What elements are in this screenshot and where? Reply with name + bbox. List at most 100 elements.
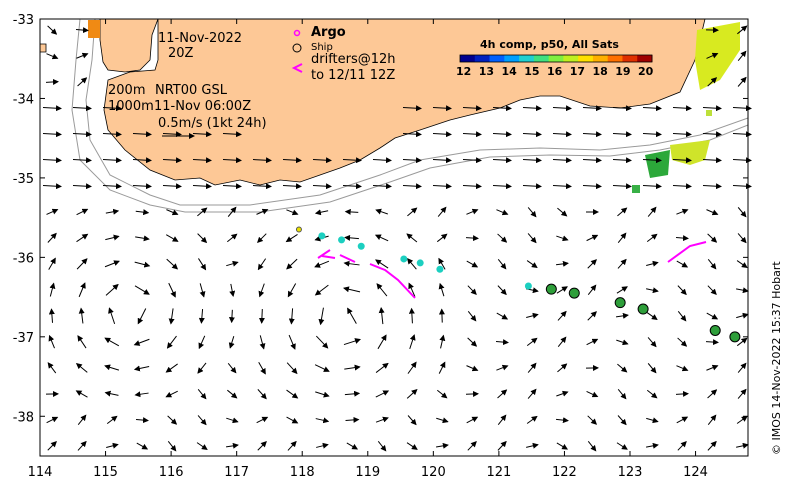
current-arrow — [702, 131, 722, 138]
current-arrow — [462, 157, 482, 164]
current-arrow — [42, 157, 62, 164]
current-arrow — [377, 334, 387, 350]
current-arrow — [316, 442, 329, 449]
colorbar-swatch — [474, 55, 491, 62]
current-arrow — [587, 311, 597, 321]
current-arrow — [582, 183, 602, 190]
current-arrow — [197, 415, 207, 426]
colorbar-title: 4h comp, p50, All Sats — [480, 38, 619, 51]
current-arrow — [702, 157, 722, 164]
current-arrow — [675, 235, 689, 242]
current-arrow — [406, 442, 418, 450]
current-arrow — [134, 261, 151, 268]
current-arrow — [672, 105, 692, 112]
current-arrow — [467, 310, 477, 322]
current-arrow — [227, 206, 237, 217]
drifter-marker — [524, 282, 532, 290]
current-arrow — [314, 284, 329, 296]
current-arrow — [375, 259, 389, 269]
current-arrow — [49, 282, 56, 297]
current-arrow — [432, 131, 452, 138]
current-arrow — [287, 440, 297, 451]
current-arrow — [197, 233, 208, 244]
x-tick-label: 120 — [421, 465, 446, 480]
current-arrow — [102, 183, 122, 190]
colorbar-label: 15 — [524, 65, 540, 78]
current-arrow — [167, 440, 177, 452]
current-arrow — [466, 260, 479, 268]
current-arrow — [702, 105, 722, 112]
current-arrow — [226, 260, 239, 267]
current-arrow — [527, 207, 537, 218]
current-arrow — [437, 389, 448, 399]
current-arrow — [522, 105, 542, 112]
current-arrow — [47, 362, 57, 374]
current-arrow — [492, 131, 512, 138]
y-tick-label: -35 — [13, 172, 34, 187]
drifter-marker — [318, 232, 326, 240]
current-arrow — [346, 442, 359, 450]
current-arrow — [372, 183, 392, 190]
current-arrow — [134, 285, 150, 295]
current-arrow — [737, 207, 747, 218]
current-arrow — [526, 337, 538, 347]
current-arrow — [409, 334, 416, 350]
current-arrow — [72, 105, 92, 112]
ship-marker — [637, 303, 649, 315]
current-arrow — [646, 312, 658, 321]
current-arrow — [737, 362, 747, 373]
current-arrow — [707, 414, 717, 425]
current-arrow — [676, 365, 689, 372]
current-arrow — [315, 417, 330, 424]
current-arrow — [282, 183, 302, 190]
current-arrow — [677, 337, 688, 347]
y-tick-label: -33 — [13, 13, 34, 28]
current-arrow — [408, 282, 416, 297]
current-arrow — [527, 362, 537, 373]
current-arrow — [77, 414, 87, 425]
colorbar-swatch — [637, 55, 653, 62]
current-arrow — [252, 183, 272, 190]
current-arrow — [702, 183, 722, 190]
drifters-legend-label: drifters@12h — [311, 52, 396, 67]
current-arrow — [526, 312, 539, 319]
current-arrow — [496, 364, 509, 371]
current-arrow — [42, 105, 62, 112]
current-arrow — [104, 390, 119, 397]
x-tick-label: 116 — [159, 465, 184, 480]
current-arrow — [612, 183, 632, 190]
current-arrow — [582, 131, 602, 138]
argo-marker — [295, 226, 302, 233]
current-arrow — [646, 233, 658, 243]
colorbar — [459, 54, 653, 63]
current-arrow — [377, 440, 387, 452]
current-arrow — [315, 335, 329, 349]
current-arrow — [106, 442, 119, 449]
current-arrow — [198, 335, 206, 350]
current-arrow — [402, 105, 422, 112]
current-arrow — [105, 283, 119, 296]
current-arrow — [497, 258, 507, 270]
current-arrow — [677, 285, 687, 296]
current-arrow — [314, 364, 330, 372]
colorbar-swatch — [533, 55, 550, 62]
current-arrow — [259, 335, 266, 350]
current-arrow — [257, 233, 267, 244]
current-arrow — [375, 416, 389, 423]
current-arrow — [252, 157, 272, 164]
ship-marker — [545, 283, 557, 295]
colorbar-frame — [459, 54, 653, 63]
time-label: 11-Nov 06:00Z — [154, 99, 252, 114]
current-arrow — [344, 234, 359, 241]
current-arrow — [286, 258, 298, 270]
current-arrow — [707, 77, 718, 87]
current-arrow — [646, 389, 658, 399]
current-arrow — [737, 233, 747, 244]
current-arrow — [197, 207, 208, 217]
current-arrow — [46, 53, 59, 60]
current-arrow — [343, 260, 360, 267]
current-arrow — [407, 361, 417, 374]
y-tick-label: -38 — [13, 410, 34, 425]
current-arrow — [48, 308, 55, 323]
